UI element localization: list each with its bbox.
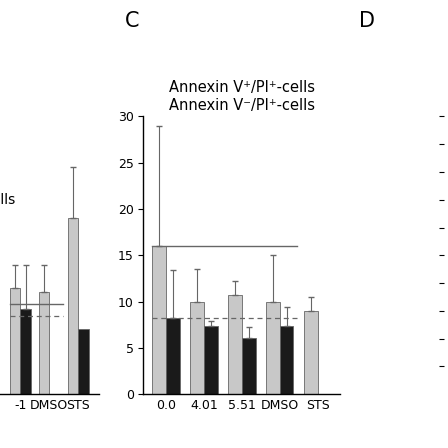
Bar — [266, 302, 280, 394]
Bar — [152, 246, 166, 394]
Bar — [204, 326, 218, 394]
Bar — [190, 302, 204, 394]
Bar — [304, 311, 318, 394]
Bar — [20, 309, 31, 394]
Bar — [166, 319, 180, 394]
Bar — [68, 218, 78, 394]
Bar — [10, 288, 20, 394]
Bar — [242, 338, 255, 394]
Text: /PI⁻-cells: /PI⁻-cells — [0, 193, 15, 207]
Title: Annexin V⁺/PI⁺-cells
Annexin V⁻/PI⁺-cells: Annexin V⁺/PI⁺-cells Annexin V⁻/PI⁺-cell… — [169, 80, 315, 112]
Bar — [228, 295, 242, 394]
Bar — [280, 326, 293, 394]
Text: D: D — [359, 11, 375, 31]
Text: C: C — [125, 11, 139, 31]
Bar — [78, 329, 89, 394]
Bar — [39, 293, 49, 394]
